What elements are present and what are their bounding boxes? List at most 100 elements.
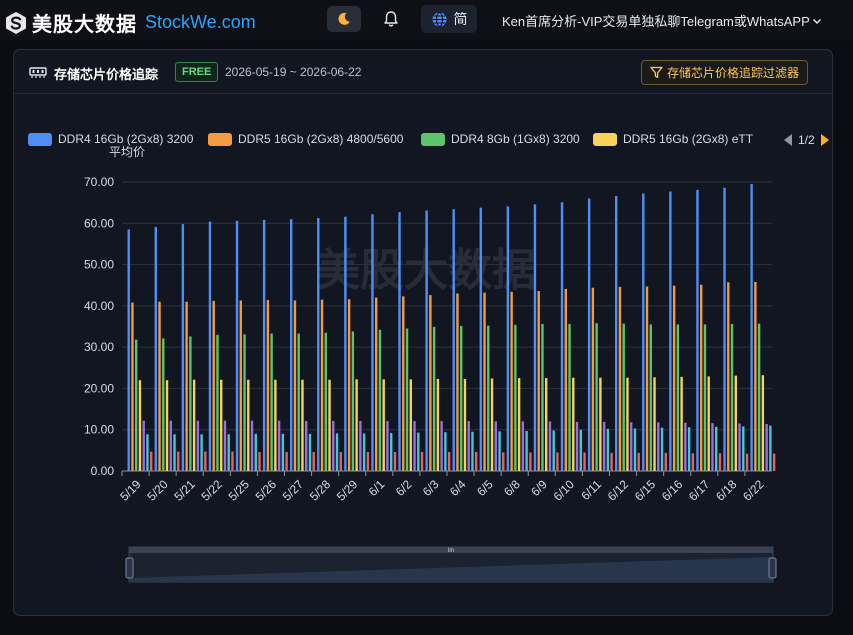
bar-5-19-s1[interactable] — [131, 302, 134, 471]
legend-item-ddr4-8gb[interactable]: DDR4 8Gb (1Gx8) 3200 — [421, 133, 580, 146]
bar-6-8-s6[interactable] — [529, 452, 532, 471]
bar-5-21-s0[interactable] — [181, 224, 185, 471]
bar-6-5-s3[interactable] — [490, 378, 494, 471]
bar-6-5-s5[interactable] — [498, 431, 501, 471]
bar-5-20-s6[interactable] — [177, 451, 180, 471]
bar-6-2-s5[interactable] — [417, 432, 420, 471]
bar-5-28-s4[interactable] — [332, 421, 335, 471]
bar-5-19-s4[interactable] — [142, 420, 145, 471]
bar-6-16-s6[interactable] — [691, 453, 695, 471]
bar-5-26-s3[interactable] — [274, 379, 277, 471]
bar-6-15-s3[interactable] — [653, 377, 656, 471]
bar-6-8-s0[interactable] — [506, 206, 510, 472]
bar-6-9-s3[interactable] — [545, 378, 548, 471]
legend-prev-icon[interactable] — [784, 134, 792, 146]
bar-5-28-s2[interactable] — [324, 332, 327, 471]
bar-6-10-s1[interactable] — [564, 288, 567, 471]
bar-6-10-s2[interactable] — [568, 324, 571, 471]
bar-5-25-s2[interactable] — [243, 334, 246, 471]
bar-6-1-s5[interactable] — [390, 433, 393, 471]
bar-6-15-s2[interactable] — [649, 324, 652, 471]
bar-6-9-s2[interactable] — [541, 324, 544, 471]
bar-6-8-s2[interactable] — [514, 324, 517, 471]
bar-6-11-s1[interactable] — [591, 287, 595, 471]
zoom-left-handle[interactable] — [125, 557, 134, 579]
bar-5-27-s4[interactable] — [305, 421, 308, 471]
bar-6-17-s4[interactable] — [711, 423, 714, 471]
bar-6-18-s1[interactable] — [727, 282, 730, 471]
bar-6-3-s3[interactable] — [436, 378, 440, 471]
bar-5-19-s0[interactable] — [127, 229, 130, 471]
bar-6-11-s5[interactable] — [606, 428, 610, 471]
bar-6-9-s5[interactable] — [552, 430, 555, 471]
bar-5-26-s0[interactable] — [262, 219, 266, 471]
bar-6-1-s0[interactable] — [371, 214, 374, 471]
language-button[interactable]: 简 — [421, 5, 477, 33]
bar-6-12-s6[interactable] — [637, 452, 640, 471]
bar-6-1-s3[interactable] — [382, 379, 385, 471]
bar-6-4-s3[interactable] — [463, 378, 467, 471]
user-menu[interactable]: Ken首席分析-VIP交易单独私聊Telegram或WhatsAPP — [502, 11, 822, 30]
bar-5-22-s5[interactable] — [227, 434, 230, 471]
site-logo[interactable]: 美股大数据 StockWe.com — [4, 8, 256, 37]
bar-6-15-s4[interactable] — [657, 422, 660, 471]
bar-5-19-s2[interactable] — [135, 339, 138, 471]
bar-6-12-s2[interactable] — [622, 323, 625, 471]
bar-6-2-s0[interactable] — [398, 212, 401, 471]
bar-6-9-s1[interactable] — [537, 290, 540, 471]
bar-5-22-s2[interactable] — [216, 334, 219, 471]
bar-6-1-s6[interactable] — [393, 452, 397, 471]
bar-6-10-s3[interactable] — [572, 377, 575, 471]
zoom-right-handle[interactable] — [768, 557, 777, 579]
bar-6-5-s1[interactable] — [483, 292, 486, 471]
bar-5-27-s3[interactable] — [301, 379, 304, 471]
bar-6-12-s4[interactable] — [630, 422, 633, 471]
bar-5-28-s6[interactable] — [339, 452, 342, 471]
bar-5-29-s2[interactable] — [351, 331, 355, 471]
bar-6-5-s2[interactable] — [487, 325, 490, 471]
bar-6-15-s5[interactable] — [660, 427, 664, 471]
bar-6-4-s5[interactable] — [471, 431, 474, 471]
bar-5-27-s5[interactable] — [308, 433, 312, 471]
bar-5-25-s5[interactable] — [254, 433, 257, 471]
bar-6-18-s4[interactable] — [738, 423, 741, 471]
notifications-button[interactable] — [378, 6, 404, 32]
bar-6-22-s4[interactable] — [765, 423, 768, 471]
bar-6-10-s6[interactable] — [583, 452, 586, 471]
bar-6-22-s6[interactable] — [772, 453, 776, 471]
bar-6-4-s0[interactable] — [452, 209, 455, 471]
bar-6-15-s1[interactable] — [645, 286, 649, 471]
bar-5-20-s1[interactable] — [158, 301, 161, 471]
bar-6-17-s0[interactable] — [696, 189, 699, 471]
bar-6-17-s1[interactable] — [700, 284, 703, 471]
bar-6-18-s2[interactable] — [730, 324, 734, 471]
bar-5-25-s4[interactable] — [250, 420, 254, 471]
bar-6-11-s3[interactable] — [599, 377, 602, 471]
bar-5-28-s1[interactable] — [320, 299, 324, 471]
bar-5-26-s4[interactable] — [277, 420, 281, 471]
legend-item-ddr4-16gb[interactable]: DDR4 16Gb (2Gx8) 3200 平均价 — [28, 133, 193, 159]
bar-5-19-s3[interactable] — [138, 380, 142, 471]
bar-6-4-s1[interactable] — [456, 293, 459, 471]
bar-6-15-s6[interactable] — [664, 452, 667, 471]
bar-6-16-s0[interactable] — [669, 191, 672, 472]
bar-6-8-s3[interactable] — [517, 378, 521, 471]
bar-6-22-s1[interactable] — [754, 281, 757, 471]
bar-6-5-s4[interactable] — [494, 421, 497, 471]
bar-6-8-s1[interactable] — [510, 291, 513, 471]
bar-5-26-s5[interactable] — [281, 433, 285, 471]
bar-5-26-s6[interactable] — [285, 452, 288, 471]
bar-5-20-s4[interactable] — [169, 420, 172, 471]
bar-6-2-s1[interactable] — [402, 296, 405, 471]
bar-6-18-s0[interactable] — [723, 187, 726, 471]
bar-5-29-s6[interactable] — [366, 452, 370, 471]
bar-5-25-s1[interactable] — [239, 300, 242, 471]
bar-5-22-s1[interactable] — [212, 300, 215, 471]
bar-6-5-s6[interactable] — [502, 452, 505, 471]
bar-6-5-s0[interactable] — [479, 207, 482, 471]
bar-5-20-s0[interactable] — [154, 227, 157, 471]
bar-6-22-s3[interactable] — [761, 375, 765, 471]
bar-5-27-s2[interactable] — [297, 333, 300, 471]
bar-6-9-s6[interactable] — [556, 452, 559, 471]
bar-6-1-s1[interactable] — [375, 297, 378, 471]
